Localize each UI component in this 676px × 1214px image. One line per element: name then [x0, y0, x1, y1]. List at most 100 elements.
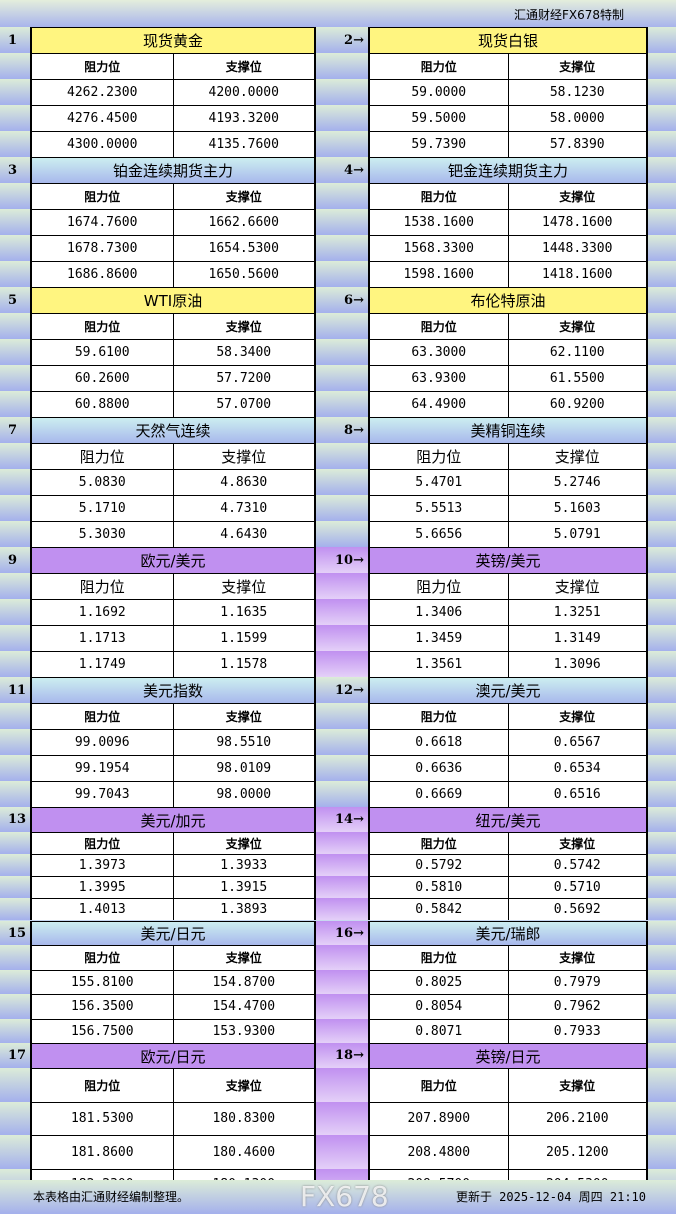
left-table-row: 181.5300 180.8300 [30, 1101, 316, 1135]
left-table-row: 阻力位 支撑位 [30, 183, 316, 209]
top-bar: 汇通财经FX678特制 [0, 0, 676, 27]
right-table-row: 阻力位 支撑位 [368, 53, 648, 79]
support-value: 58.0000 [507, 106, 646, 131]
left-table-row: 99.1954 98.0109 [30, 755, 316, 781]
edge-strip [648, 994, 676, 1019]
resistance-header: 阻力位 [370, 54, 508, 79]
support-value: 1.3933 [172, 855, 314, 876]
edge-strip [648, 970, 676, 995]
support-value: 4.7310 [172, 496, 314, 521]
resistance-value: 0.8071 [370, 1019, 508, 1043]
left-table-row: 5.1710 4.7310 [30, 495, 316, 521]
resistance-header: 阻力位 [32, 184, 173, 209]
instrument-name: 现货黄金 [32, 28, 314, 53]
right-table-row: 0.5842 0.5692 [368, 898, 648, 920]
resistance-header: 阻力位 [32, 1069, 173, 1102]
block-number [0, 599, 30, 625]
right-table-row: 63.3000 62.1100 [368, 339, 648, 365]
resistance-value: 0.6669 [370, 782, 508, 807]
resistance-value: 207.8900 [370, 1102, 508, 1135]
resistance-value: 5.4701 [370, 470, 508, 495]
resistance-header: 阻力位 [370, 574, 508, 599]
data-row: 5.1710 4.7310 5.5513 5.1603 [0, 495, 676, 521]
block-number [0, 854, 30, 876]
resistance-value: 5.0830 [32, 470, 173, 495]
right-table-row: 阻力位 支撑位 [368, 945, 648, 970]
right-table-row: 英镑/日元 [368, 1043, 648, 1068]
support-value: 205.1200 [507, 1136, 646, 1169]
support-value: 60.9200 [507, 392, 646, 417]
resistance-header: 阻力位 [32, 54, 173, 79]
block-number [0, 261, 30, 287]
left-table-row: 60.2600 57.7200 [30, 365, 316, 391]
data-row: 1.4013 1.3893 0.5842 0.5692 [0, 898, 676, 920]
block-number: 11 [8, 682, 27, 698]
right-table-row: 美精铜连续 [368, 417, 648, 443]
resistance-value: 4276.4500 [32, 106, 173, 131]
block-number: 4→ [316, 157, 368, 183]
right-table-row: 63.9300 61.5500 [368, 365, 648, 391]
block-number [316, 79, 368, 105]
instrument-name: 美元/日元 [32, 922, 314, 945]
block-number: 7 [8, 422, 18, 438]
support-value: 1.3893 [172, 899, 314, 920]
support-header: 支撑位 [507, 184, 646, 209]
block-number: 18→ [316, 1043, 368, 1068]
edge-strip [648, 781, 676, 807]
resistance-value: 0.6636 [370, 756, 508, 781]
edge-strip [648, 235, 676, 261]
edge-strip [648, 1135, 676, 1169]
edge-strip [648, 854, 676, 876]
resistance-value: 64.4900 [370, 392, 508, 417]
support-value: 5.0791 [507, 522, 646, 547]
instrument-name: 铂金连续期货主力 [32, 158, 314, 183]
data-row: 60.8800 57.0700 64.4900 60.9200 [0, 391, 676, 417]
resistance-header: 阻力位 [370, 833, 508, 854]
block-number [316, 573, 368, 599]
block-number [316, 781, 368, 807]
resistance-header: 阻力位 [32, 444, 173, 469]
edge-strip [648, 131, 676, 157]
left-table-row: 1.4013 1.3893 [30, 898, 316, 920]
data-row: 155.8100 154.8700 0.8025 0.7979 [0, 969, 676, 995]
block-number [0, 945, 30, 970]
edge-strip [648, 417, 676, 443]
block-number [316, 131, 368, 157]
left-table-row: 5.0830 4.8630 [30, 469, 316, 495]
support-value: 98.0109 [172, 756, 314, 781]
resistance-header: 阻力位 [370, 314, 508, 339]
edge-strip [648, 183, 676, 209]
right-table-row: 0.6618 0.6567 [368, 729, 648, 755]
instrument-name: 现货白银 [370, 28, 646, 53]
block-number [316, 1101, 368, 1135]
edge-strip [648, 495, 676, 521]
left-table-row: 美元指数 [30, 677, 316, 703]
block-number [0, 994, 30, 1019]
data-row: 60.2600 57.7200 63.9300 61.5500 [0, 365, 676, 391]
support-value: 57.0700 [172, 392, 314, 417]
right-table-row: 1538.1600 1478.1600 [368, 209, 648, 235]
support-value: 0.6567 [507, 730, 646, 755]
instrument-name: 纽元/美元 [370, 808, 646, 832]
resistance-value: 181.5300 [32, 1102, 173, 1135]
edge-strip [648, 261, 676, 287]
block-number [0, 365, 30, 391]
block-number [0, 79, 30, 105]
block-header-row: 3 铂金连续期货主力 4→ 钯金连续期货主力 [0, 157, 676, 183]
resistance-value: 1678.7300 [32, 236, 173, 261]
block-number [316, 261, 368, 287]
left-table-row: 156.7500 153.9300 [30, 1018, 316, 1043]
support-header: 支撑位 [172, 1069, 314, 1102]
right-table-row: 0.8071 0.7933 [368, 1018, 648, 1043]
block-number [316, 443, 368, 469]
resistance-value: 59.5000 [370, 106, 508, 131]
right-table-row: 1.3406 1.3251 [368, 599, 648, 625]
right-table-row: 1568.3300 1448.3300 [368, 235, 648, 261]
watermark: FX678 [300, 1180, 389, 1213]
edge-strip [648, 547, 676, 573]
support-value: 1.1599 [172, 626, 314, 651]
data-row: 59.6100 58.3400 63.3000 62.1100 [0, 339, 676, 365]
support-value: 153.9300 [172, 1019, 314, 1043]
instrument-name: 欧元/日元 [32, 1044, 314, 1068]
resistance-value: 1.1692 [32, 600, 173, 625]
